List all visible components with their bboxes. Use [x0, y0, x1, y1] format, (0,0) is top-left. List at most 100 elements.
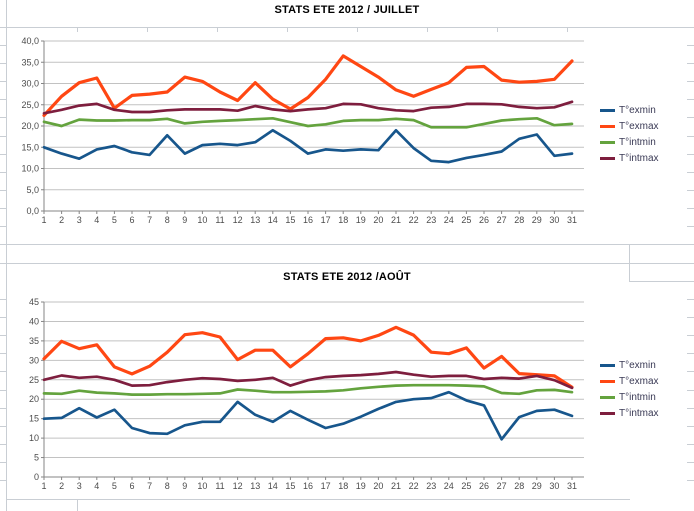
y-tick-labels: 0,0 5,0 10,0 15,0 20,0 25,0 30,0 35,0 40,0 — [21, 36, 39, 216]
sheet-gridline — [687, 335, 694, 336]
legend-item-t-exmax: T°exmax — [600, 373, 692, 389]
axis-ticks — [41, 40, 573, 214]
svg-text:23: 23 — [426, 481, 436, 491]
sheet-gridline — [687, 226, 694, 227]
legend-label: T°intmax — [619, 152, 659, 164]
sheet-gridline — [0, 444, 6, 445]
sheet-gridline — [567, 27, 568, 32]
svg-text:17: 17 — [321, 481, 331, 491]
sheet-gridline — [687, 208, 694, 209]
series-line-t-exmin — [42, 390, 574, 441]
svg-text:25,0: 25,0 — [21, 100, 39, 110]
svg-text:9: 9 — [182, 481, 187, 491]
series-line-t-exmax — [42, 325, 574, 389]
sheet-gridline — [0, 172, 6, 173]
svg-text:28: 28 — [514, 481, 524, 491]
svg-text:29: 29 — [532, 215, 542, 225]
svg-text:17: 17 — [321, 215, 331, 225]
legend-label: T°exmax — [619, 375, 659, 387]
svg-text:24: 24 — [444, 481, 454, 491]
sheet-gridline — [497, 27, 498, 32]
svg-text:22: 22 — [409, 481, 419, 491]
y-gridlines — [44, 301, 584, 459]
chart-legend-juillet: T°exmin T°exmax T°intmin T°intmax — [600, 102, 692, 166]
sheet-gridline — [687, 172, 694, 173]
chart-plot-juillet: 0,05,010,015,020,025,030,035,040,01 2 3 4 5 6… — [21, 36, 584, 225]
svg-text:5: 5 — [34, 453, 39, 463]
svg-text:13: 13 — [250, 481, 260, 491]
sheet-gridline — [0, 27, 694, 28]
legend-line-swatch-icon — [600, 108, 615, 112]
svg-text:2: 2 — [59, 481, 64, 491]
sheet-gridline — [687, 154, 694, 155]
svg-text:16: 16 — [303, 481, 313, 491]
sheet-gridline — [0, 81, 6, 82]
svg-text:20,0: 20,0 — [21, 121, 39, 131]
svg-text:10: 10 — [197, 215, 207, 225]
chart-title-aout: STATS ETE 2012 /AOÛT — [283, 271, 411, 283]
legend-line-swatch-icon — [600, 379, 615, 383]
sheet-gridline — [687, 353, 694, 354]
sheet-gridline — [0, 353, 6, 354]
series-lines — [42, 325, 574, 441]
sheet-gridline — [0, 208, 6, 209]
sheet-gridline — [0, 371, 6, 372]
series-line-t-intmax — [42, 100, 574, 115]
svg-text:28: 28 — [514, 215, 524, 225]
series-line-t-exmin — [42, 128, 574, 164]
svg-text:30: 30 — [29, 355, 39, 365]
sheet-gridline — [629, 244, 630, 281]
sheet-gridline — [0, 299, 6, 300]
legend-item-t-exmin: T°exmin — [600, 102, 692, 118]
svg-text:3: 3 — [77, 481, 82, 491]
svg-text:30,0: 30,0 — [21, 79, 39, 89]
sheet-gridline — [0, 99, 6, 100]
svg-text:5,0: 5,0 — [26, 185, 39, 195]
sheet-gridline — [0, 426, 6, 427]
sheet-gridline — [0, 190, 6, 191]
sheet-gridline — [687, 136, 694, 137]
sheet-gridline — [687, 444, 694, 445]
sheet-gridline — [687, 190, 694, 191]
svg-text:19: 19 — [356, 481, 366, 491]
sheet-gridline — [0, 136, 6, 137]
legend-label: T°intmin — [619, 136, 656, 148]
svg-text:6: 6 — [129, 215, 134, 225]
legend-item-t-exmin: T°exmin — [600, 357, 692, 373]
svg-text:27: 27 — [497, 481, 507, 491]
svg-text:40: 40 — [29, 316, 39, 326]
svg-text:23: 23 — [426, 215, 436, 225]
sheet-gridline — [687, 480, 694, 481]
sheet-gridline — [687, 299, 694, 300]
legend-line-swatch-icon — [600, 363, 615, 367]
svg-text:14: 14 — [268, 481, 278, 491]
x-tick-labels: 1 2 3 4 5 6 7 8 9 10 11 12 13 14 15 16 17 18 19 20 21 22 23 24 2… — [41, 481, 577, 491]
svg-text:10: 10 — [29, 433, 39, 443]
svg-text:4: 4 — [94, 481, 99, 491]
sheet-gridline — [0, 45, 6, 46]
sheet-gridline — [0, 335, 6, 336]
svg-text:31: 31 — [567, 481, 577, 491]
svg-text:25: 25 — [29, 375, 39, 385]
sheet-gridline — [0, 154, 6, 155]
sheet-gridline — [687, 117, 694, 118]
sheet-gridline — [427, 27, 428, 32]
svg-text:21: 21 — [391, 215, 401, 225]
sheet-gridline — [687, 81, 694, 82]
y-gridlines — [44, 40, 584, 191]
sheet-gridline — [0, 408, 6, 409]
sheet-gridline — [0, 263, 694, 264]
series-line-t-exmax — [42, 54, 574, 118]
legend-line-swatch-icon — [600, 140, 615, 144]
svg-text:20: 20 — [29, 394, 39, 404]
chart-object-aout[interactable]: STATS ETE 2012 /AOÛT 0 5 10 15 20 25 30 35 40 45 1… — [0, 245, 694, 511]
legend-label: T°exmax — [619, 120, 659, 132]
sheet-gridline — [357, 27, 358, 32]
sheet-gridline — [217, 27, 218, 32]
svg-text:15,0: 15,0 — [21, 142, 39, 152]
axis-ticks — [41, 301, 573, 480]
chart-object-juillet[interactable]: STATS ETE 2012 / JUILLET 0,0 5,0 10,0 15,0 2… — [0, 0, 694, 245]
svg-text:29: 29 — [532, 481, 542, 491]
svg-text:0,0: 0,0 — [26, 206, 39, 216]
